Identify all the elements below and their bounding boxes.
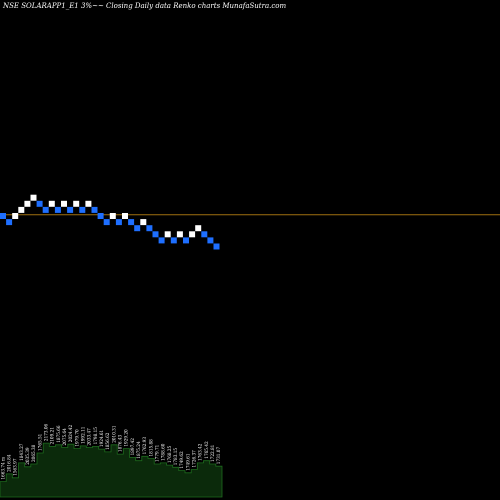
volume-label: 1749.62 <box>179 451 184 469</box>
renko-brick <box>6 219 13 226</box>
renko-brick <box>85 200 92 207</box>
renko-brick <box>36 200 43 207</box>
volume-label: 1762.93 <box>142 437 147 455</box>
renko-brick <box>183 237 189 244</box>
renko-brick <box>213 243 220 250</box>
renko-brick <box>54 206 61 213</box>
volume-label: 1663.74 m <box>0 457 5 480</box>
renko-brick <box>18 206 25 213</box>
renko-brick <box>189 231 196 238</box>
renko-brick <box>61 200 67 207</box>
volume-label: 1749.61 <box>185 453 190 471</box>
volume-label: 2065.38 <box>31 444 36 462</box>
renko-brick <box>152 231 159 238</box>
renko-brick <box>176 231 183 238</box>
renko-brick <box>146 225 153 232</box>
renko-brick <box>79 206 86 213</box>
volume-label: 2016.84 <box>7 454 12 472</box>
renko-brick <box>97 213 104 219</box>
renko-brick <box>91 206 98 213</box>
renko-brick <box>48 200 55 207</box>
volume-label: 1798.15 <box>93 427 98 445</box>
renko-brick <box>0 213 6 219</box>
volume-label: 1726.37 <box>192 450 197 468</box>
volume-label: 1765.42 <box>204 441 209 459</box>
renko-brick <box>158 237 165 244</box>
renko-brick <box>115 219 122 226</box>
volume-label: 1929.20 <box>124 429 129 447</box>
volume-label: 1856.62 <box>105 432 110 450</box>
renko-brick <box>195 225 202 232</box>
volume-label: 2010.31 <box>111 425 116 443</box>
volume-label: 1843.27 <box>19 443 24 461</box>
volume-label: 1897.42 <box>130 438 135 456</box>
renko-brick <box>103 219 110 226</box>
volume-label: 2109.21 <box>50 427 55 445</box>
volume-label: 1768.25 <box>167 445 172 463</box>
volume-label: 1563.97 <box>13 458 18 476</box>
renko-brick <box>207 237 214 244</box>
renko-brick <box>30 194 37 201</box>
volume-label: 1875.24 <box>136 441 141 459</box>
volume-label: 1765.51 <box>37 433 42 451</box>
renko-brick <box>67 206 74 213</box>
renko-brick <box>24 200 31 207</box>
volume-area-shape <box>0 442 223 498</box>
renko-brick <box>134 225 141 232</box>
renko-brick <box>164 231 171 238</box>
volume-label: 1924.61 <box>99 429 104 447</box>
volume-label: 1979.70 <box>74 429 79 447</box>
volume-label: 2075.64 <box>62 428 67 446</box>
volume-label: 2033.47 <box>87 428 92 446</box>
volume-label: 1731.07 <box>216 447 221 465</box>
volume-label: 2173.06 <box>44 423 49 441</box>
volume-label: 1788.60 <box>161 443 166 461</box>
renko-brick <box>109 213 116 219</box>
volume-label: 1875.66 <box>56 425 61 443</box>
renko-brick <box>122 213 128 219</box>
volume-label: 1763.42 <box>198 443 203 461</box>
chart-title: NSE SOLARAPP1_E1 3%~~ Closing Daily data… <box>2 2 287 10</box>
renko-brick <box>12 213 19 219</box>
volume-label: 1722.81 <box>210 444 215 462</box>
renko-brick <box>201 231 208 238</box>
volume-area <box>0 442 223 498</box>
volume-label: 1779.71 <box>155 444 160 462</box>
renko-brick <box>140 219 147 226</box>
volume-label: 2035.39 <box>25 447 30 465</box>
volume-label: 2024.42 <box>68 425 73 443</box>
renko-bricks <box>0 194 220 250</box>
volume-label: 1992.11 <box>81 426 86 444</box>
renko-brick <box>73 200 80 207</box>
renko-brick <box>42 206 49 213</box>
volume-label: 1783.15 <box>173 448 178 466</box>
volume-label: 1815.88 <box>148 439 153 457</box>
volume-label: 1876.43 <box>118 434 123 452</box>
renko-brick <box>170 237 177 244</box>
renko-brick <box>128 219 135 226</box>
